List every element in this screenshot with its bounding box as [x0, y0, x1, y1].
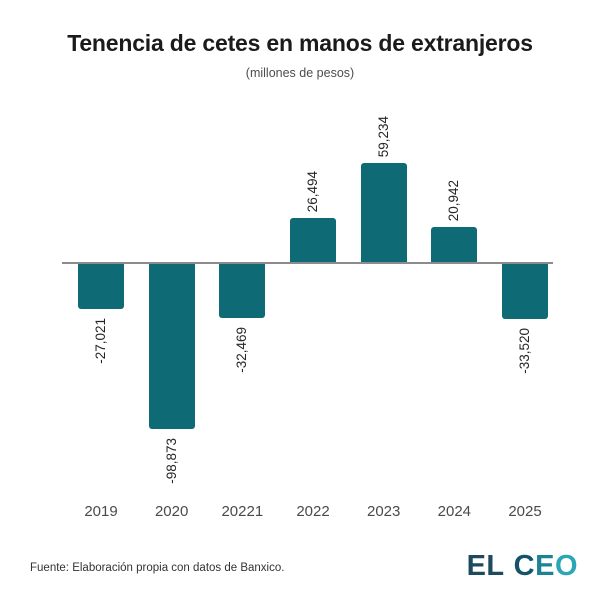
value-label-20221: -32,469: [234, 326, 250, 373]
x-tick-label-2023: 2023: [366, 503, 401, 520]
x-tick-label-2020: 2020: [154, 503, 189, 520]
x-tick-label-20221: 20221: [221, 503, 264, 520]
x-tick-label-2024: 2024: [437, 503, 472, 520]
bar-2025: [502, 263, 549, 320]
logo-letter: E: [466, 550, 487, 582]
bar-2023: [360, 163, 407, 262]
bar-2020: [148, 263, 195, 429]
bar-20221: [219, 263, 266, 318]
value-label-2019: -27,021: [93, 317, 108, 364]
value-label-2024: 20,942: [446, 179, 462, 222]
x-tick-label-2025: 2025: [508, 503, 542, 520]
value-label-2022: 26,494: [305, 170, 320, 212]
chart-subtitle: (millones de pesos): [245, 66, 355, 80]
logo-letter: O: [554, 550, 578, 582]
value-label-2023: 59,234: [375, 115, 391, 158]
value-label-2025: -33,520: [517, 328, 533, 375]
source-note: Fuente: Elaboración propia con datos de …: [30, 562, 285, 574]
value-label-2020: -98,873: [163, 437, 179, 484]
bar-2022: [290, 217, 336, 262]
elceo-logo: EL CEO: [467, 550, 578, 583]
x-tick-label-2019: 2019: [84, 503, 118, 520]
x-axis-line: [62, 262, 553, 264]
logo-letter: C: [513, 550, 536, 582]
x-tick-label-2022: 2022: [296, 503, 330, 520]
chart-title: Tenencia de cetes en manos de extranjero…: [67, 30, 533, 56]
bar-2019: [78, 263, 124, 309]
logo-letter: L: [486, 550, 505, 582]
bar-2024: [431, 227, 478, 262]
logo-letter: E: [535, 550, 555, 582]
